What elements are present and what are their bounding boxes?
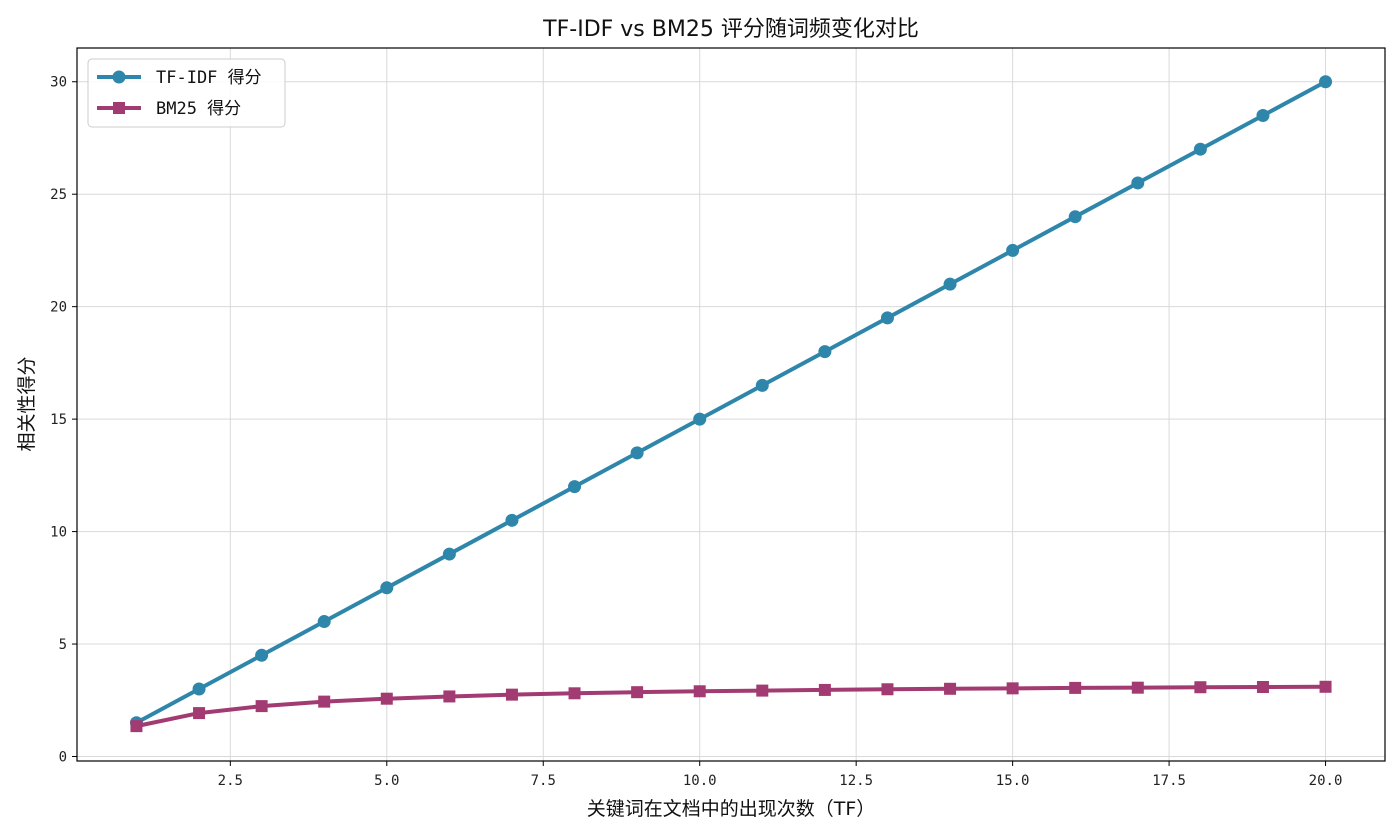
x-tick-label: 7.5 (531, 773, 556, 789)
data-point (1068, 210, 1082, 224)
y-tick-label: 10 (50, 525, 67, 541)
legend: TF-IDF 得分 BM25 得分 (87, 58, 286, 128)
x-tick-label: 12.5 (839, 773, 873, 789)
data-point (881, 683, 894, 696)
data-point (568, 480, 582, 494)
data-point (693, 685, 706, 698)
legend-label: TF-IDF 得分 (156, 68, 262, 88)
data-point (1069, 681, 1082, 694)
legend-item: BM25 得分 (97, 99, 241, 119)
series-layer (129, 75, 1333, 733)
y-tick-label: 20 (50, 300, 67, 316)
data-point (755, 378, 769, 392)
x-axis-ticks: 2.5 5.0 7.5 10.0 12.5 15.0 17.5 20.0 (218, 761, 1343, 789)
data-point (1256, 108, 1270, 122)
data-point (193, 707, 206, 720)
data-point (944, 682, 957, 695)
data-point (442, 547, 456, 561)
data-point (818, 683, 831, 696)
y-tick-label: 30 (50, 75, 67, 91)
data-point (317, 615, 331, 629)
data-point (1319, 75, 1333, 89)
data-point (318, 695, 331, 708)
x-tick-label: 10.0 (683, 773, 717, 789)
data-point (1131, 681, 1144, 694)
x-axis-label: 关键词在文档中的出现次数（TF） (587, 798, 876, 820)
data-point (1131, 176, 1145, 190)
data-point (756, 684, 769, 697)
data-point (1006, 243, 1020, 257)
legend-marker (112, 70, 126, 84)
data-point (631, 686, 644, 699)
legend-label: BM25 得分 (156, 99, 241, 119)
plot-frame (76, 47, 1386, 762)
legend-marker (113, 102, 125, 114)
y-axis-label: 相关性得分 (16, 356, 38, 451)
series-line (135, 79, 1327, 725)
data-point (130, 720, 143, 733)
data-point (192, 682, 206, 696)
data-point (380, 581, 394, 595)
data-point (1256, 681, 1269, 694)
data-point (1319, 680, 1332, 693)
y-tick-label: 15 (50, 412, 67, 428)
data-point (505, 513, 519, 527)
y-tick-label: 25 (50, 187, 67, 203)
data-point (1006, 682, 1019, 695)
x-tick-label: 15.0 (996, 773, 1030, 789)
x-tick-label: 2.5 (218, 773, 243, 789)
y-tick-label: 5 (59, 637, 67, 653)
series-line (136, 684, 1326, 729)
series-1 (129, 75, 1333, 730)
data-point (255, 700, 268, 713)
x-tick-label: 20.0 (1309, 773, 1343, 789)
data-point (380, 692, 393, 705)
data-point (1193, 142, 1207, 156)
x-tick-label: 17.5 (1152, 773, 1186, 789)
data-point (505, 688, 518, 701)
legend-item: TF-IDF 得分 (97, 68, 262, 88)
data-point (1194, 681, 1207, 694)
data-point (443, 690, 456, 703)
data-point (880, 311, 894, 325)
data-point (693, 412, 707, 426)
chart-title: TF-IDF vs BM25 评分随词频变化对比 (542, 17, 919, 42)
data-point (818, 345, 832, 359)
y-axis-ticks: 0 5 10 15 20 25 30 (50, 75, 77, 766)
data-point (943, 277, 957, 291)
x-tick-label: 5.0 (374, 773, 399, 789)
data-point (255, 648, 269, 662)
grid-lines (77, 48, 1385, 761)
y-tick-label: 0 (59, 750, 67, 766)
data-point (568, 687, 581, 700)
data-point (630, 446, 644, 460)
series-2 (130, 680, 1332, 733)
